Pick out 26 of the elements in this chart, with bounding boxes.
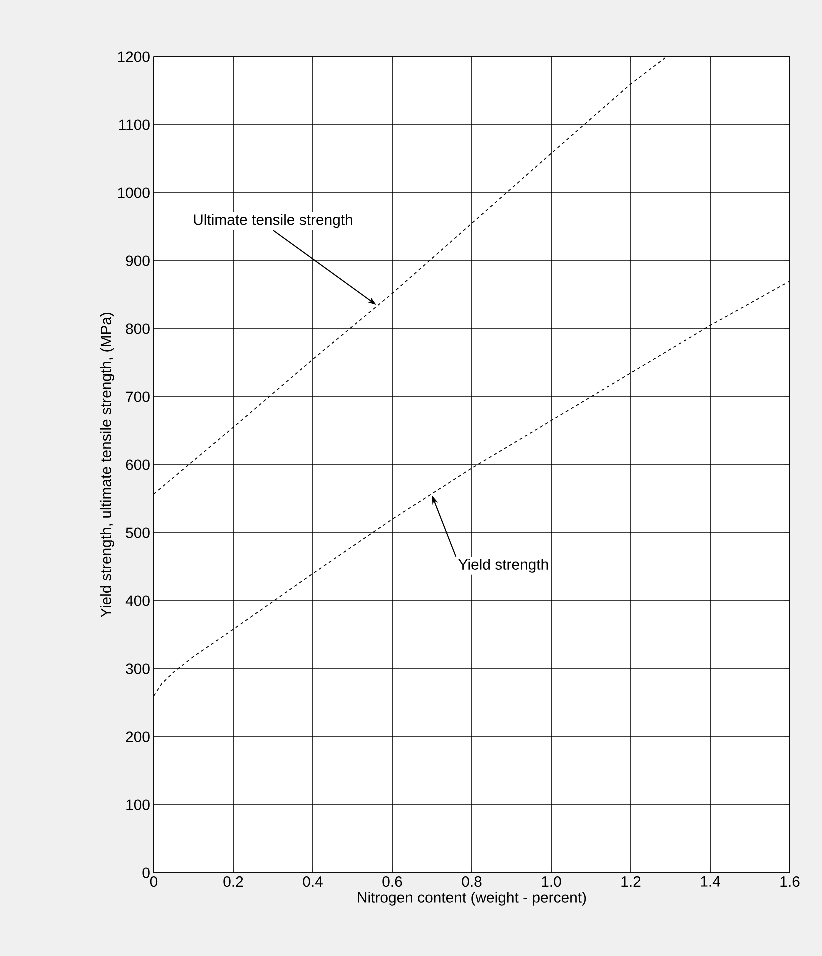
y-tick-label: 1100 [119,120,150,130]
x-tick-label: 0.6 [382,876,402,888]
x-tick-label: 1.6 [780,876,800,888]
x-tick-label: 1.0 [542,876,562,888]
y-tick-label: 200 [126,732,150,742]
y-axis-title: Yield strength, ultimate tensile strength, (MPa) [100,312,114,618]
x-tick-label: 0.2 [224,876,244,888]
y-tick-label: 1200 [118,52,150,62]
y-tick-label: 900 [126,256,150,266]
y-tick-label: 800 [126,324,150,334]
x-axis-title: Nitrogen content (weight - percent) [358,892,586,906]
y-tick-label: 600 [126,460,150,470]
annotation: Ultimate tensile strength [194,214,352,228]
x-tick-label: 0 [150,876,158,888]
annotation: Yield strength [458,558,548,573]
y-tick-label: 500 [126,528,150,538]
y-tick-label: 0 [142,868,150,878]
x-tick-label: 1.4 [701,876,720,887]
y-tick-label: 400 [126,596,150,606]
x-tick-label: 1.2 [622,876,641,887]
x-tick-label: 0.8 [462,876,482,888]
y-tick-label: 300 [126,664,150,674]
y-tick-label: 700 [126,392,150,402]
y-tick-label: 1000 [118,188,150,198]
x-tick-label: 0.4 [303,876,323,888]
y-tick-label: 100 [126,800,150,810]
